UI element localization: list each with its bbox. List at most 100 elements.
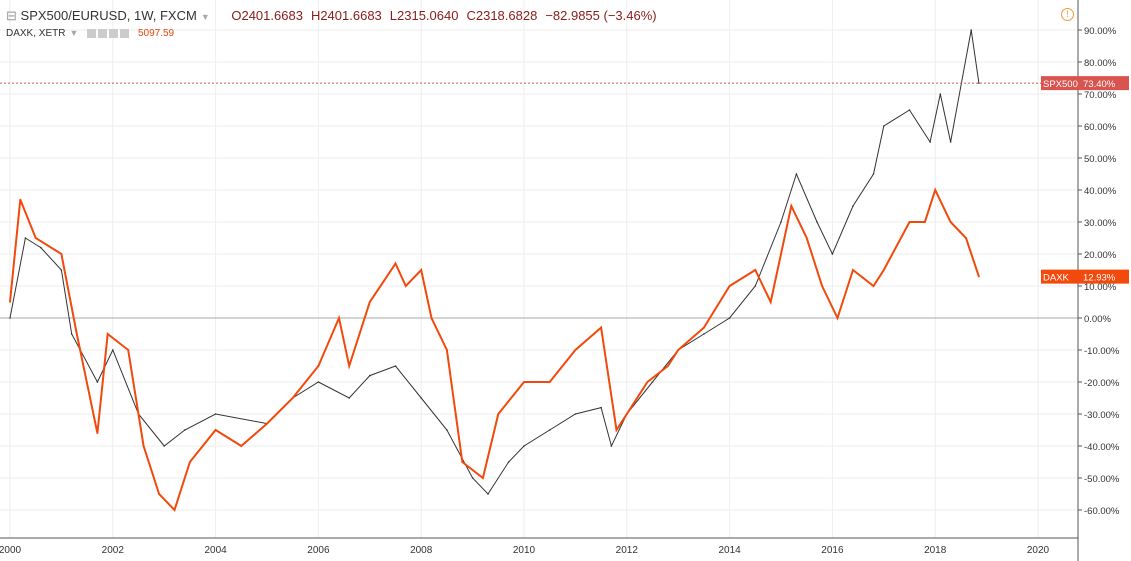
data-point xyxy=(821,285,823,287)
chevron-down-icon[interactable]: ▼ xyxy=(200,12,210,22)
series-badge-value: 73.40% xyxy=(1083,79,1116,90)
data-point xyxy=(420,269,423,271)
data-point xyxy=(112,349,114,351)
data-point xyxy=(240,445,243,447)
study-symbol[interactable]: DAXK, XETR xyxy=(6,28,66,39)
data-point xyxy=(548,381,551,383)
data-point xyxy=(369,301,371,303)
y-tick-label: -30.00% xyxy=(1084,410,1120,421)
data-point xyxy=(214,429,217,431)
data-point xyxy=(852,205,854,207)
warning-icon[interactable]: ! xyxy=(1061,8,1074,21)
y-tick-label: -20.00% xyxy=(1084,378,1120,389)
data-point xyxy=(615,429,618,431)
x-tick-label: 2012 xyxy=(616,545,639,556)
series-badge-name: DAXK xyxy=(1043,273,1070,284)
data-point xyxy=(667,365,669,367)
x-tick-label: 2016 xyxy=(821,545,844,556)
data-point xyxy=(189,461,191,463)
data-point xyxy=(482,477,484,479)
symbol-label[interactable]: SPX500/EURUSD, 1W, FXCM xyxy=(20,8,197,23)
y-tick-label: 10.00% xyxy=(1084,282,1117,293)
data-point xyxy=(266,422,268,425)
settings-icon[interactable] xyxy=(98,28,108,38)
high-value: H2401.6683 xyxy=(310,8,382,23)
data-point xyxy=(183,429,186,431)
data-point xyxy=(430,317,433,319)
close-value: C2318.6828 xyxy=(466,8,538,23)
x-tick-label: 2004 xyxy=(204,545,227,556)
change-value: −82.9855 (−3.46%) xyxy=(545,8,657,23)
data-point xyxy=(338,317,340,319)
data-point xyxy=(96,381,99,383)
y-tick-label: -50.00% xyxy=(1084,474,1120,485)
data-point xyxy=(728,285,731,287)
data-point xyxy=(883,125,885,127)
y-tick-label: 70.00% xyxy=(1084,90,1117,101)
data-point xyxy=(703,326,705,329)
data-point xyxy=(754,285,757,287)
data-point xyxy=(754,269,757,271)
data-point xyxy=(574,413,577,415)
data-point xyxy=(949,221,952,223)
data-point xyxy=(934,189,936,191)
data-point xyxy=(523,445,525,447)
y-tick-label: 40.00% xyxy=(1084,186,1117,197)
data-point xyxy=(507,461,510,463)
data-point xyxy=(163,445,165,447)
data-point xyxy=(852,269,854,271)
data-point xyxy=(883,269,885,271)
y-tick-label: 30.00% xyxy=(1084,218,1117,229)
data-point xyxy=(548,429,551,431)
data-point xyxy=(965,237,967,239)
data-point xyxy=(9,317,11,319)
data-point xyxy=(348,397,351,399)
y-tick-label: 0.00% xyxy=(1084,314,1111,325)
data-point xyxy=(214,413,217,415)
data-point xyxy=(780,221,782,223)
data-point xyxy=(127,349,130,351)
x-tick-label: 2002 xyxy=(102,545,125,556)
series-badge xyxy=(1041,269,1129,284)
data-point xyxy=(651,381,654,383)
data-point xyxy=(420,397,423,399)
add-icon[interactable] xyxy=(109,28,119,38)
x-tick-label: 2006 xyxy=(307,545,330,556)
data-point xyxy=(317,381,320,383)
data-point xyxy=(487,493,489,495)
data-point xyxy=(24,237,27,239)
data-point xyxy=(703,333,705,335)
series-line-spx500 xyxy=(9,29,980,495)
data-point xyxy=(790,205,793,207)
data-point xyxy=(19,198,22,201)
data-point xyxy=(805,237,808,239)
data-point xyxy=(394,262,397,265)
data-point xyxy=(646,381,649,383)
data-point xyxy=(446,349,448,351)
data-point xyxy=(728,317,731,319)
y-tick-label: 50.00% xyxy=(1084,154,1117,165)
series-badge xyxy=(1041,76,1129,91)
y-tick-label: -10.00% xyxy=(1084,346,1120,357)
data-point xyxy=(908,109,911,111)
study-legend: DAXK, XETR ▼ 5097.59 xyxy=(6,28,174,39)
series-badge-name: SPX500 xyxy=(1043,79,1078,90)
data-point xyxy=(317,365,320,367)
data-point xyxy=(471,477,474,479)
data-point xyxy=(497,413,500,415)
collapse-icon[interactable]: ⊟ xyxy=(6,8,17,23)
data-point xyxy=(76,333,78,335)
data-point xyxy=(60,253,63,255)
chevron-down-icon[interactable]: ▼ xyxy=(69,28,79,38)
data-point xyxy=(769,301,772,303)
y-tick-label: -60.00% xyxy=(1084,506,1120,517)
data-point xyxy=(929,141,931,143)
data-point xyxy=(34,237,37,239)
x-tick-label: 2014 xyxy=(718,545,741,556)
close-icon[interactable] xyxy=(120,28,130,38)
data-point xyxy=(142,445,145,447)
visibility-icon[interactable] xyxy=(87,28,97,38)
data-point xyxy=(970,29,972,31)
